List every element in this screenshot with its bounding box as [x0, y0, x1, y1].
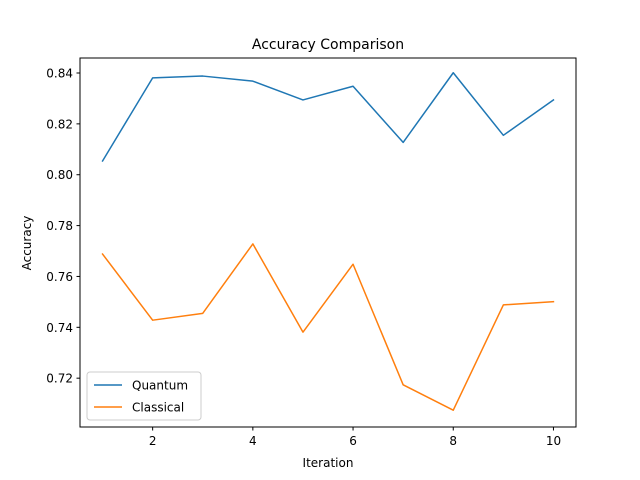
legend-frame [86, 371, 202, 421]
y-tick-label: 0.72 [46, 372, 73, 386]
y-tick-label: 0.82 [46, 117, 73, 131]
series-line-quantum [101, 72, 555, 163]
series-layer [101, 72, 555, 411]
series-line-classical [101, 243, 555, 411]
x-tick-label: 4 [249, 434, 257, 448]
legend-label-classical: Classical [132, 401, 184, 415]
x-tick-label: 2 [149, 434, 157, 448]
y-axis-ticks: 0.72 0.74 0.76 0.78 0.80 0.82 0.84 [46, 67, 80, 386]
x-axis-ticks: 2 4 6 8 10 [149, 427, 561, 448]
chart-title: Accuracy Comparison [252, 37, 404, 53]
x-axis-label: Iteration [303, 456, 354, 470]
y-axis-label: Accuracy [20, 216, 34, 271]
x-tick-label: 8 [449, 434, 457, 448]
y-tick-label: 0.78 [46, 219, 73, 233]
legend: Quantum Classical [86, 371, 202, 421]
x-tick-label: 10 [546, 434, 561, 448]
y-tick-label: 0.80 [46, 168, 73, 182]
legend-label-quantum: Quantum [132, 379, 188, 393]
x-tick-label: 6 [349, 434, 357, 448]
y-tick-label: 0.76 [46, 270, 73, 284]
y-tick-label: 0.84 [46, 67, 73, 81]
y-tick-label: 0.74 [46, 321, 73, 335]
plot-frame [79, 57, 577, 428]
